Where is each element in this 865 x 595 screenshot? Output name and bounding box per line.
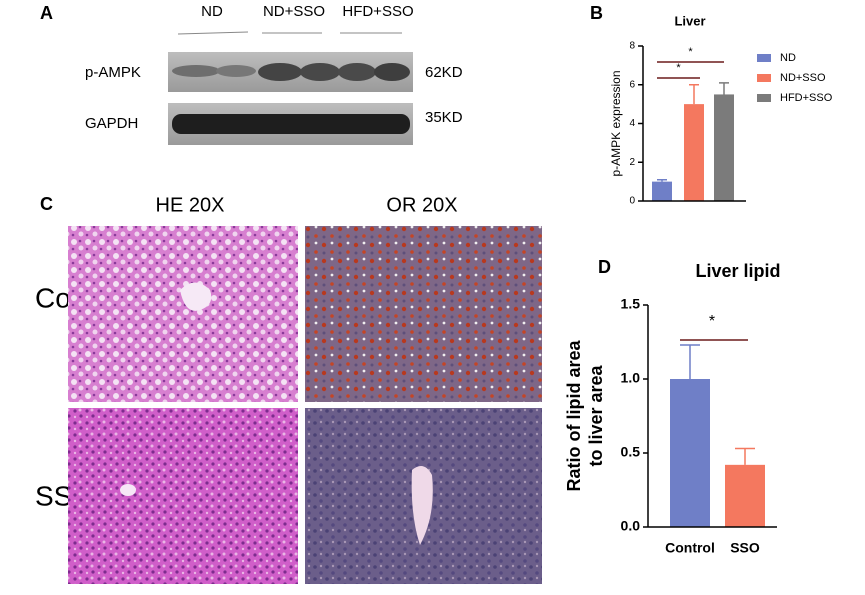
blot-column: ND <box>201 3 223 20</box>
error-bar <box>657 178 667 182</box>
y-tick-label: 1.5 <box>621 296 641 312</box>
histology-column: HE 20X <box>156 194 225 216</box>
y-tick-label: 0.5 <box>621 444 641 460</box>
error-bar <box>719 82 729 95</box>
blot-column: HFD+SSO <box>342 3 413 20</box>
blot-row-label: p-AMPK <box>85 64 141 81</box>
y-axis-label: Ratio of lipid area <box>564 340 584 492</box>
panel-label: D <box>598 257 611 277</box>
error-bar <box>680 344 700 379</box>
blot-image <box>168 52 413 145</box>
bar <box>652 181 672 201</box>
y-tick-label: 6 <box>629 79 635 90</box>
legend-swatch <box>757 74 771 82</box>
y-axis-label: p-AMPK expression <box>609 70 623 176</box>
bar <box>725 464 765 527</box>
error-bar <box>735 447 755 465</box>
blot-column: ND+SSO <box>263 3 325 20</box>
significance-mark: * <box>688 46 693 58</box>
error-bar <box>689 84 699 105</box>
blot-size: 62KD <box>425 64 463 81</box>
blot-row-label: GAPDH <box>85 115 138 132</box>
legend-label: ND <box>780 52 796 64</box>
x-tick-label: Control <box>665 540 715 556</box>
legend-swatch <box>757 54 771 62</box>
y-tick-label: 2 <box>629 157 635 168</box>
y-tick-label: 1.0 <box>621 370 641 386</box>
histology-column: OR 20X <box>386 194 457 216</box>
y-axis-label: to liver area <box>586 364 606 466</box>
blot-size: 35KD <box>425 109 463 126</box>
x-tick-label: SSO <box>730 540 760 556</box>
y-tick-label: 0 <box>629 196 635 207</box>
bar <box>670 379 710 527</box>
y-tick-label: 8 <box>629 41 635 52</box>
bar <box>714 94 734 201</box>
lane-line <box>177 31 249 35</box>
histology-image <box>68 226 542 584</box>
panel-label: B <box>590 3 603 23</box>
bar <box>684 104 704 201</box>
y-tick-label: 4 <box>629 118 635 129</box>
significance-mark: * <box>709 313 715 330</box>
chart-title: Liver lipid <box>695 261 780 281</box>
y-tick-label: 0.0 <box>621 518 641 534</box>
legend-label: ND+SSO <box>780 72 826 84</box>
chart-title: Liver <box>674 13 705 28</box>
legend-label: HFD+SSO <box>780 92 833 104</box>
panel-label: C <box>40 194 53 214</box>
panel-label: A <box>40 3 53 23</box>
significance-mark: * <box>676 62 681 74</box>
legend-swatch <box>757 94 771 102</box>
